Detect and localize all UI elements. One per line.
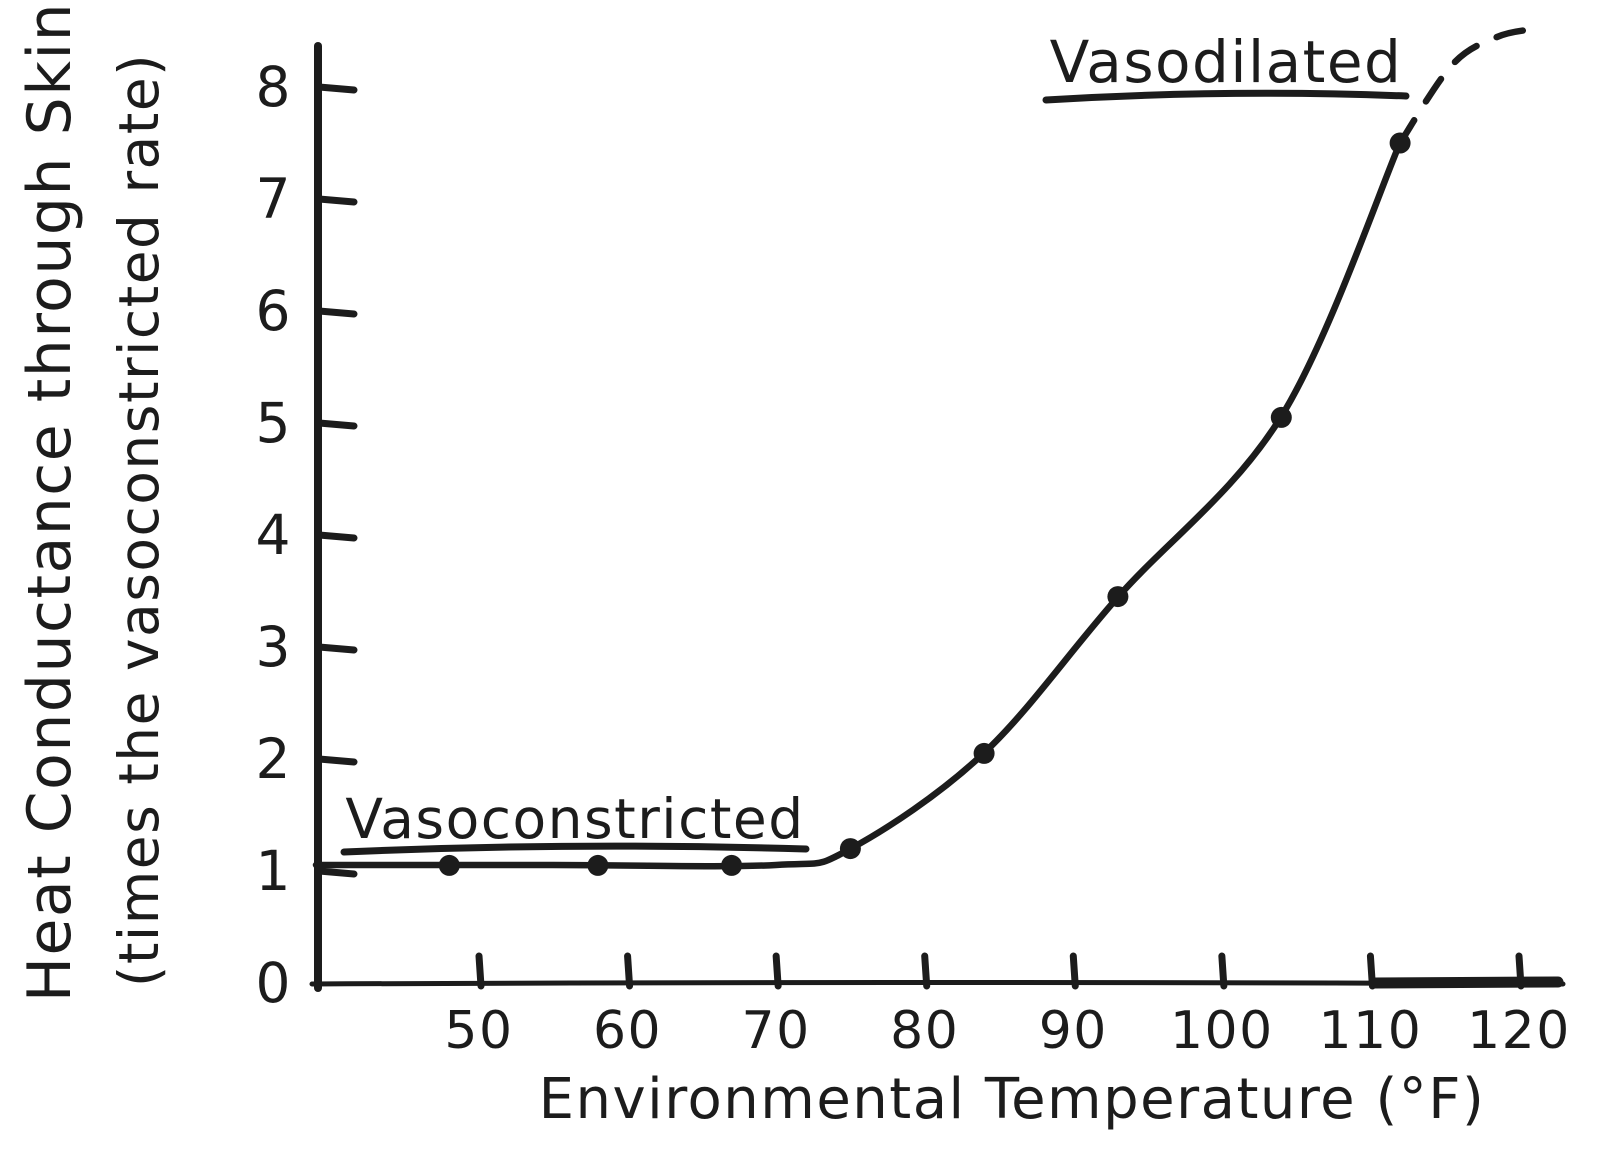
x-tick-label: 60 [593,1001,662,1061]
x-tick [1069,952,1079,990]
y-tick-label: 3 [256,615,293,679]
x-tick-label: 100 [1170,1001,1274,1061]
y-tick-label: 5 [256,391,293,455]
data-point-dot [1270,406,1292,428]
y-tick [315,307,358,318]
x-tick-label: 70 [742,1001,811,1061]
y-tick [315,643,358,654]
y-tick-label: 2 [256,727,293,791]
y-tick-label: 0 [256,951,293,1015]
y-tick [315,531,358,542]
curve-dashed-extrapolation [1396,25,1538,147]
x-tick [1515,952,1525,990]
annotation-vasoconstricted: Vasoconstricted [345,787,804,851]
x-tick-label: 80 [890,1001,959,1061]
y-tick-label: 4 [256,503,293,567]
data-point-dot [721,854,743,876]
y-tick [315,755,358,766]
data-point-dot [1107,586,1129,608]
y-axis-title-line1: Heat Conductance through Skin [15,2,85,1002]
annotation-vasodilated-underline [1042,89,1410,104]
x-tick-label: 110 [1319,1001,1423,1061]
curve-solid [312,139,1404,870]
x-tick [1218,952,1228,990]
x-tick [921,952,931,990]
x-tick-label: 50 [444,1001,513,1061]
y-axis-line [313,42,322,992]
annotation-vasodilated: Vasodilated [1050,28,1403,96]
y-tick [315,83,358,94]
y-tick [315,419,358,430]
data-point-dot [839,838,861,860]
y-tick-label: 7 [256,167,293,231]
data-point-dot [973,742,995,764]
data-point-dot [438,854,460,876]
data-point-dot [1389,132,1411,154]
x-tick [475,952,485,990]
x-axis-title: Environmental Temperature (°F) [539,1067,1486,1132]
x-tick [1366,952,1376,990]
x-tick [772,952,782,990]
chart-plot-area: 50 60 70 80 90 100 110 120 0 1 2 3 4 5 6 7 8 [256,25,1571,1061]
annotation-vasoconstricted-underline [340,842,810,856]
x-tick-label: 120 [1467,1001,1571,1061]
y-tick-label: 8 [256,55,293,119]
y-tick-label: 1 [256,839,293,903]
y-tick-label: 6 [256,279,293,343]
y-axis-title-line2: (times the vasoconstricted rate) [107,53,171,987]
data-point-dot [587,854,609,876]
y-tick [315,867,358,878]
x-tick [624,952,634,990]
x-axis-bold-segment [1368,976,1564,989]
x-tick-label: 90 [1039,1001,1108,1061]
y-tick [315,195,358,206]
